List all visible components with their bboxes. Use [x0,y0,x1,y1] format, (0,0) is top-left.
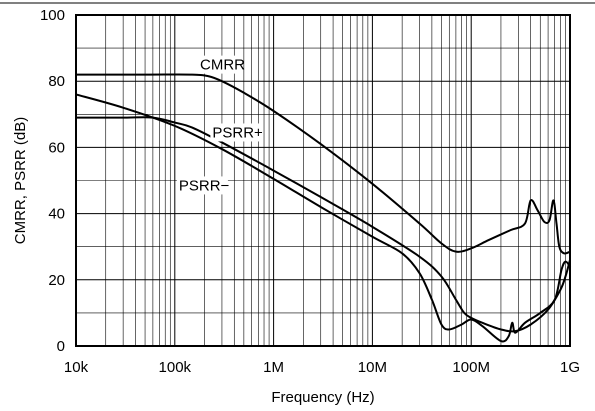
series-line-psrr-minus [75,93,571,343]
series-line-cmrr [75,73,571,255]
x-tick-label: 10M [358,359,387,376]
y-tick-label: 80 [48,73,65,90]
y-tick-label: 20 [48,272,65,289]
x-axis-label: Frequency (Hz) [271,389,374,406]
tick-labels: 10k 100k 1M 10M 100M 1G 0 20 40 60 80 100 [40,7,580,376]
annotation-backdrop [210,123,262,142]
x-tick-label: 10k [64,359,89,376]
y-tick-label: 100 [40,7,65,24]
series-line-psrr-minusplus [75,116,571,333]
series-annotation: CMRR [200,57,245,74]
y-tick-label: 60 [48,139,65,156]
x-tick-label: 1M [263,359,284,376]
y-tick-label: 40 [48,206,65,223]
x-tick-label: 100k [159,359,192,376]
series-annotation: PSRR+ [212,124,263,141]
series-annotation: PSRR− [179,177,230,194]
y-axis-label: CMRR, PSRR (dB) [12,117,29,245]
series-lines [75,73,571,343]
y-tick-label: 0 [57,338,65,355]
x-tick-label: 1G [560,359,580,376]
series-annotations: CMRR PSRR+ PSRR− [176,55,263,195]
annotation-backdrop [176,176,228,195]
x-tick-label: 100M [452,359,490,376]
plot-frame [75,14,571,347]
annotation-backdrop [198,55,241,74]
